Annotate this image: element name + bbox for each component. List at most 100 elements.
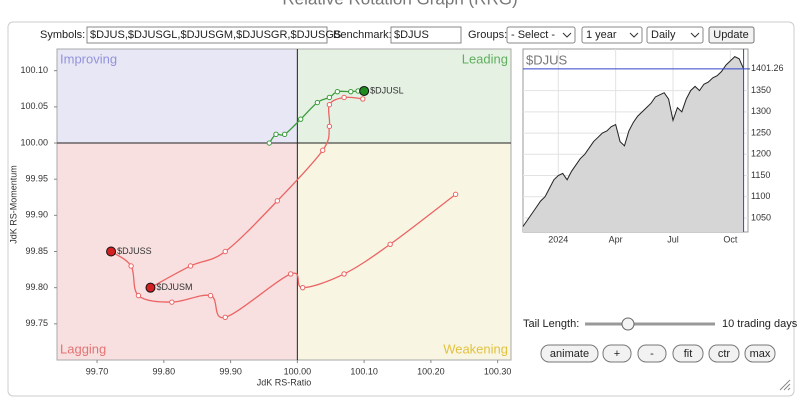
button-label: - [650,348,654,360]
symbols-input[interactable] [86,26,328,44]
head-point [145,282,156,293]
x-tick-label: 2024 [548,234,568,244]
y-tick-label: 1050 [751,212,771,222]
y-tick-label: 1200 [751,149,771,159]
y-tick-label: 100.05 [20,101,48,111]
tail-point [187,263,194,269]
tail-point [128,263,134,269]
tail-point [299,284,306,291]
tail-point [452,191,459,198]
y-axis-title: JdK RS-Momentum [8,165,18,244]
tail-point [341,94,347,101]
tail-point [222,314,228,321]
button-label: max [750,348,771,360]
groups-select[interactable] [506,26,576,44]
y-tick-label: 100.00 [20,137,48,147]
button[interactable] [672,344,704,363]
quadrant [57,49,298,144]
tail-point [273,131,279,138]
x-tick-label: 99.90 [219,366,242,376]
groups-value: - Select - [511,29,555,41]
tail-point [314,99,321,106]
tail-point [135,292,142,299]
x-tick-label: 100.10 [350,366,378,376]
frequency-value: Daily [651,29,676,41]
button-label: fit [684,348,693,360]
y-tick-label: 1150 [751,170,770,180]
price-line [522,56,745,227]
plot-frame [56,48,512,361]
y-tick-label: 1100 [751,191,770,201]
tail-point [169,299,175,305]
tail-point [222,248,228,255]
tail-point [297,116,304,122]
y-tick-label: 99.85 [25,246,48,256]
symbols-label: Symbols: [40,29,85,41]
y-tick-label: 99.75 [25,318,48,328]
quadrant-label: Improving [60,51,117,66]
x-tick-label: 100.30 [484,366,512,376]
slider-knob[interactable] [621,317,635,331]
y-tick-label: 99.95 [25,174,48,184]
tail-point [326,94,333,101]
y-tick-label: 1250 [751,127,771,137]
x-tick-label: 100.00 [284,366,312,376]
y-tick-label: 1300 [751,106,771,116]
x-axis-title: JdK RS-Ratio [257,377,312,387]
series-label: $DJUSL [370,85,404,95]
tail-point [334,88,341,95]
period-select[interactable] [581,26,643,44]
button[interactable] [708,344,740,363]
button-label: animate [550,348,589,360]
select-arrow [690,32,700,38]
tail-point [348,88,354,95]
y-tick-label: 99.80 [25,282,48,292]
button[interactable] [540,344,599,363]
tail-point [287,271,294,277]
quadrant-label: Lagging [60,341,106,356]
x-tick-label: Oct [723,234,738,244]
select-arrow [562,32,572,38]
tail-point [326,123,333,130]
tail-point [281,131,288,138]
x-tick-label: 99.80 [153,366,176,376]
x-tick-label: Apr [609,234,623,244]
head-point [359,85,370,96]
select-arrow [629,32,639,38]
button-label: ctr [718,348,731,360]
quadrant-label: Weakening [443,341,508,356]
tail-point [207,292,214,299]
frequency-select[interactable] [646,26,704,44]
button[interactable] [744,344,776,363]
price-area [523,56,744,232]
benchmark-value: $DJUS [394,29,429,41]
button[interactable] [602,344,632,363]
symbols-value: $DJUS,$DJUSGL,$DJUSGM,$DJUSGR,$DJUSGS [90,29,341,41]
button[interactable] [637,344,667,363]
x-tick-label: 99.70 [86,366,109,376]
tail-point [360,96,366,102]
y-tick-label: 1350 [751,85,771,95]
series-label: $DJUSM [156,282,192,292]
last-value-label: 1401.26 [751,63,784,73]
update-label: Update [713,29,748,41]
series-label: $DJUSS [117,246,152,256]
quadrant-label: Leading [462,51,508,66]
period-value: 1 year [586,29,617,41]
update-button[interactable] [708,26,755,44]
y-tick-label: 100.10 [20,65,48,75]
tail-line [268,90,365,144]
head-point [106,246,117,257]
quadrant [297,143,511,360]
resize-grip [779,379,791,391]
benchmark-input[interactable] [390,26,462,44]
tail-length-label: Tail Length: [523,318,579,330]
x-tick-label: 100.20 [417,366,445,376]
quadrant [57,143,298,360]
tail-point [341,271,347,277]
x-tick-label: Jul [667,234,679,244]
page-title: Relative Rotation Graph (RRG) [282,0,517,8]
tail-point [266,140,273,146]
